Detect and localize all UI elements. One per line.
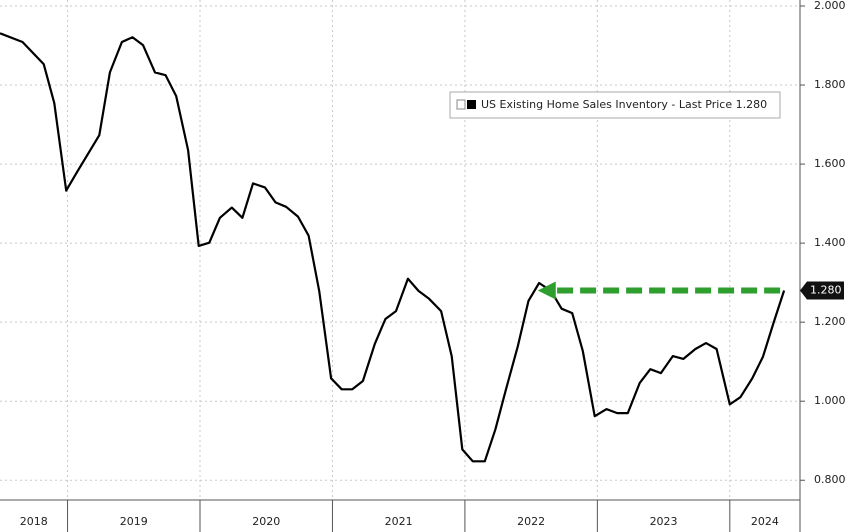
y-tick-label: 1.400 [814, 236, 846, 249]
arrow-head [537, 281, 556, 300]
y-tick-label: 1.800 [814, 78, 846, 91]
x-tick-label: 2022 [517, 515, 545, 528]
x-tick-label: 2019 [120, 515, 148, 528]
x-tick-label: 2020 [252, 515, 280, 528]
last-price-badge [800, 281, 844, 300]
legend-label: US Existing Home Sales Inventory - Last … [481, 98, 767, 111]
last-price-label: 1.280 [810, 284, 842, 297]
x-tick-label: 2021 [385, 515, 413, 528]
y-tick-label: 1.000 [814, 394, 846, 407]
line [0, 32, 786, 463]
y-tick-label: 0.800 [814, 473, 846, 486]
x-tick-label: 2023 [650, 515, 678, 528]
legend-box [449, 91, 781, 119]
legend-swatch [456, 99, 466, 110]
legend-swatch [467, 100, 476, 109]
y-tick-label: 1.200 [814, 315, 846, 328]
y-tick-label: 1.600 [814, 157, 846, 170]
x-tick-label: 2024 [751, 515, 779, 528]
x-tick-label: 2018 [20, 515, 48, 528]
y-tick-label: 2.000 [814, 0, 846, 12]
